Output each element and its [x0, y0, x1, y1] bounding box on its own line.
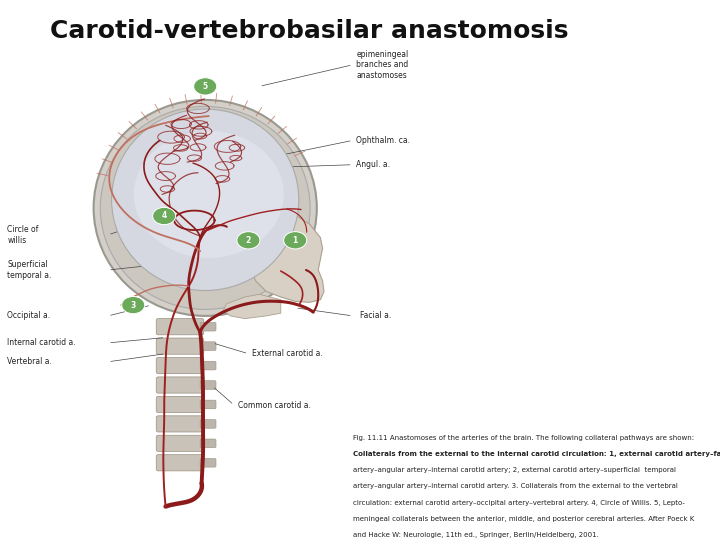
Text: Superficial
temporal a.: Superficial temporal a. — [7, 260, 52, 280]
FancyBboxPatch shape — [156, 435, 204, 451]
Text: meningeal collaterals between the anterior, middle, and posterior cerebral arter: meningeal collaterals between the anteri… — [353, 516, 694, 522]
Text: Angul. a.: Angul. a. — [356, 160, 390, 169]
Text: Circle of
willis: Circle of willis — [7, 225, 39, 245]
Text: circulation: external carotid artery–occipital artery–vertebral artery. 4, Circl: circulation: external carotid artery–occ… — [353, 500, 685, 505]
FancyBboxPatch shape — [200, 458, 216, 467]
Polygon shape — [248, 208, 324, 302]
Text: 2: 2 — [246, 236, 251, 245]
Circle shape — [237, 232, 260, 249]
Circle shape — [122, 296, 145, 314]
FancyBboxPatch shape — [156, 396, 204, 413]
FancyBboxPatch shape — [156, 319, 204, 335]
Circle shape — [194, 78, 217, 95]
FancyBboxPatch shape — [200, 381, 216, 389]
Text: Ophthalm. ca.: Ophthalm. ca. — [356, 136, 410, 145]
Text: Facial a.: Facial a. — [360, 312, 391, 320]
Text: Occipital a.: Occipital a. — [7, 312, 50, 320]
Ellipse shape — [100, 106, 310, 309]
FancyBboxPatch shape — [156, 416, 204, 432]
FancyBboxPatch shape — [200, 420, 216, 428]
Text: Common carotid a.: Common carotid a. — [238, 401, 310, 409]
Text: External carotid a.: External carotid a. — [252, 349, 323, 358]
Text: and Hacke W: Neurologie, 11th ed., Springer, Berlin/Heidelberg, 2001.: and Hacke W: Neurologie, 11th ed., Sprin… — [353, 532, 598, 538]
Polygon shape — [223, 294, 281, 319]
FancyBboxPatch shape — [200, 439, 216, 448]
Text: Carotid-vertebrobasilar anastomosis: Carotid-vertebrobasilar anastomosis — [50, 19, 569, 43]
Text: Internal carotid a.: Internal carotid a. — [7, 339, 76, 347]
Text: epimeningeal
branches and
anastomoses: epimeningeal branches and anastomoses — [356, 50, 409, 80]
FancyBboxPatch shape — [156, 357, 204, 374]
Ellipse shape — [112, 109, 299, 291]
Text: artery–angular artery–internal carotid artery; 2, external carotid artery–superf: artery–angular artery–internal carotid a… — [353, 467, 676, 473]
Text: 3: 3 — [130, 301, 136, 309]
Text: 5: 5 — [202, 82, 208, 91]
Text: artery–angular artery–internal carotid artery. 3. Collaterals from the external : artery–angular artery–internal carotid a… — [353, 483, 678, 489]
Text: 4: 4 — [161, 212, 167, 220]
Circle shape — [153, 207, 176, 225]
Text: Collaterals from the external to the internal carotid circulation: 1, external c: Collaterals from the external to the int… — [353, 451, 720, 457]
Circle shape — [284, 232, 307, 249]
Ellipse shape — [134, 131, 284, 258]
Text: Fig. 11.11 Anastomoses of the arteries of the brain. The following collateral pa: Fig. 11.11 Anastomoses of the arteries o… — [353, 435, 694, 441]
Text: Vertebral a.: Vertebral a. — [7, 357, 52, 366]
FancyBboxPatch shape — [200, 361, 216, 370]
FancyBboxPatch shape — [156, 377, 204, 393]
Ellipse shape — [94, 100, 317, 316]
FancyBboxPatch shape — [200, 322, 216, 331]
FancyBboxPatch shape — [200, 400, 216, 409]
FancyBboxPatch shape — [156, 455, 204, 471]
FancyBboxPatch shape — [200, 342, 216, 350]
FancyBboxPatch shape — [156, 338, 204, 354]
Text: 1: 1 — [292, 236, 298, 245]
